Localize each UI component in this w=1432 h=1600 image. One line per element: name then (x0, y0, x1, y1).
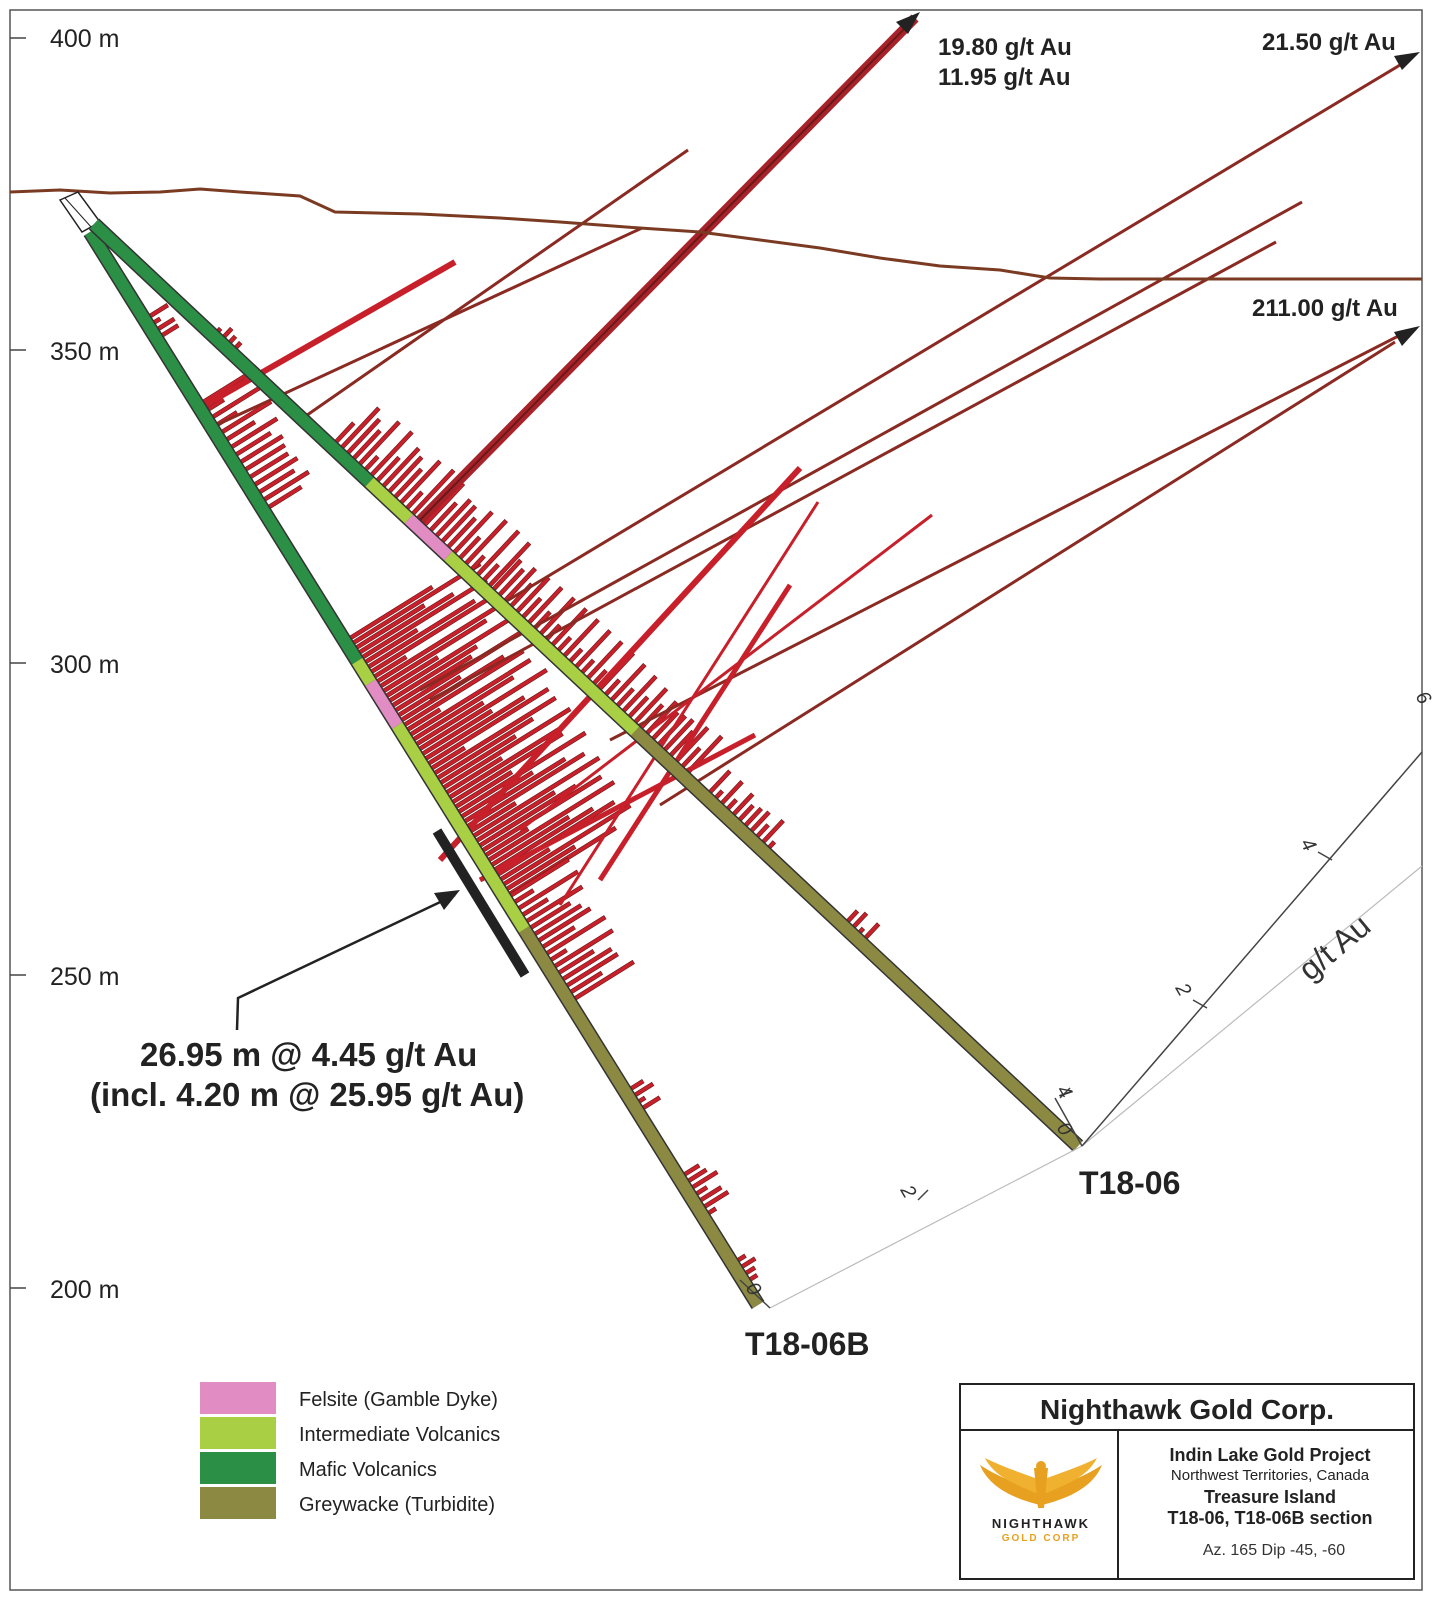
depth-label-350: 350 m (50, 338, 119, 366)
assay-histogram (148, 303, 881, 1283)
projection-line (609, 328, 1411, 742)
grade-callout-upper-2: 11.95 g/t Au (938, 64, 1071, 91)
nighthawk-logo: NIGHTHAWK GOLD CORP (980, 1458, 1102, 1544)
lithology-segment-greywacke (631, 726, 1083, 1151)
lithology-segment-intermediate (392, 722, 530, 933)
scale-tick (1059, 1087, 1071, 1099)
logo-body (1034, 1468, 1048, 1508)
logo-wing-right (1042, 1458, 1097, 1495)
section-holes: T18-06, T18-06B section (1167, 1508, 1372, 1528)
drill-hole-t18-06b (83, 228, 765, 1309)
lithology-segment-intermediate (444, 551, 640, 736)
title-block: Nighthawk Gold Corp. Indin Lake Gold Pro… (959, 1383, 1415, 1580)
logo-wing-left (985, 1458, 1040, 1495)
logo-subtitle: GOLD CORP (1002, 1533, 1081, 1544)
scale-tick (1317, 851, 1333, 861)
drill-holes (83, 218, 1084, 1309)
logo-wing-left (980, 1465, 1040, 1505)
projection-line (558, 501, 820, 906)
intercept-bar (432, 828, 530, 978)
grade-callout-right-mid: 211.00 g/t Au (1252, 295, 1398, 322)
scale-baseline (1081, 865, 1423, 1147)
scale-axis (1081, 751, 1423, 1147)
legend-swatch-felsite (200, 1382, 276, 1414)
projection-line (659, 340, 1396, 807)
projection-line (519, 513, 933, 832)
interval-annotation-line1: 26.95 m @ 4.45 g/t Au (140, 1036, 477, 1073)
projection-line (499, 63, 1401, 607)
depth-label-400: 400 m (50, 25, 119, 53)
grade-callout-upper-1: 19.80 g/t Au (938, 34, 1072, 61)
section-name: Treasure Island (1204, 1487, 1336, 1507)
arrow-head (896, 12, 920, 34)
project-name: Indin Lake Gold Project (1169, 1445, 1370, 1465)
lithology-segment-mafic (89, 219, 374, 487)
logo-head (1036, 1461, 1046, 1471)
scale-axis (739, 1279, 771, 1309)
projection-line (419, 200, 1303, 692)
arrow-head (1394, 52, 1420, 70)
hole-label-t18-06b: T18-06B (745, 1326, 870, 1362)
scale-baseline (769, 1145, 1083, 1309)
interval-arrow-head (434, 890, 460, 910)
projection-line (597, 583, 793, 882)
projection-line (478, 732, 757, 883)
depth-label-300: 300 m (50, 651, 119, 679)
scale-tick (1192, 999, 1208, 1009)
topography-line (9, 187, 1422, 281)
legend-swatch-mafic (200, 1452, 276, 1484)
project-region: Northwest Territories, Canada (1171, 1467, 1370, 1484)
company-name: Nighthawk Gold Corp. (1040, 1394, 1334, 1425)
scale-tick (917, 1189, 929, 1201)
projection-line (429, 240, 1277, 702)
legend-label-mafic: Mafic Volcanics (299, 1459, 437, 1481)
arrow-heads (896, 12, 1420, 346)
interval-leader (235, 893, 456, 1031)
assay-projection-lines (198, 14, 1411, 906)
depth-label-250: 250 m (50, 963, 119, 991)
projection-line (198, 259, 457, 411)
lithology-segment-intermediate (352, 658, 376, 686)
azimuth-dip: Az. 165 Dip -45, -60 (1203, 1542, 1345, 1559)
lithology-segment-greywacke (519, 926, 764, 1309)
depth-axis: 400 m 350 m 300 m 250 m 200 m (10, 25, 119, 1304)
drill-collar (64, 197, 93, 229)
lithology-segment-felsite (404, 514, 453, 561)
logo-wing-right (1042, 1465, 1102, 1505)
legend: Felsite (Gamble Dyke) Intermediate Volca… (200, 1382, 500, 1519)
scale-axis (1054, 1097, 1083, 1147)
logo-wordmark: NIGHTHAWK (992, 1516, 1090, 1531)
hole-label-t18-06: T18-06 (1079, 1165, 1180, 1201)
drill-hole-t18-06 (88, 218, 1084, 1152)
projection-line (419, 17, 916, 521)
legend-swatch-intermediate (200, 1417, 276, 1449)
interval-annotation-line2: (incl. 4.20 m @ 25.95 g/t Au) (90, 1076, 524, 1113)
lithology-segment-intermediate (365, 477, 413, 524)
lithology-segment-mafic (84, 228, 363, 665)
projection-line (299, 148, 689, 422)
legend-label-greywacke: Greywacke (Turbidite) (299, 1494, 495, 1516)
lithology-segment-felsite (365, 679, 403, 729)
legend-swatch-greywacke (200, 1487, 276, 1519)
projection-line (437, 465, 803, 863)
legend-label-intermediate: Intermediate Volcanics (299, 1424, 500, 1446)
grade-callout-right-top: 21.50 g/t Au (1262, 29, 1396, 56)
depth-label-200: 200 m (50, 1276, 119, 1304)
legend-label-felsite: Felsite (Gamble Dyke) (299, 1389, 498, 1411)
arrow-head (1394, 326, 1420, 346)
